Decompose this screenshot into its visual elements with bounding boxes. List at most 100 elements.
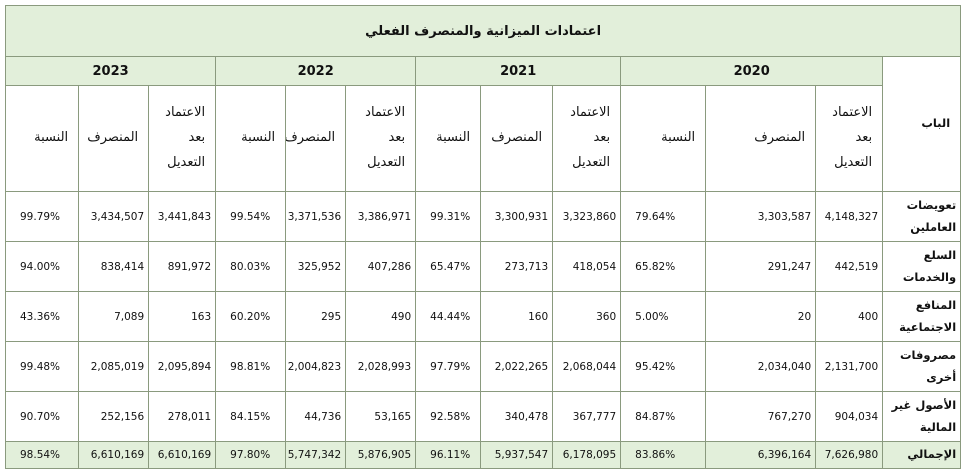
cell: 163: [148, 291, 217, 342]
budget-table: اعتمادات الميزانية والمنصرف الفعلي الباب…: [4, 5, 962, 469]
data-row: الأصول غير المالية 904,034 767,270 84.87% 36…: [4, 391, 962, 442]
cell: 2,068,044: [552, 341, 622, 392]
cell: 97.79%: [415, 341, 482, 392]
cell: 79.64%: [620, 191, 707, 242]
row-label: تعويضات العاملين: [882, 191, 962, 242]
cell: 84.15%: [215, 391, 287, 442]
cell: 5,876,905: [345, 441, 417, 469]
cell: 6,610,169: [78, 441, 150, 469]
cell: 92.58%: [415, 391, 482, 442]
cell: 160: [480, 291, 554, 342]
cell: 295: [285, 291, 347, 342]
cell: 6,396,164: [705, 441, 817, 469]
cell: 43.36%: [4, 291, 80, 342]
cell: 442,519: [815, 241, 884, 292]
year-row: الباب 2020 2021 2022 2023: [4, 56, 962, 192]
year-header: 2022: [215, 56, 417, 86]
total-row: الإجمالي 7,626,980 6,396,164 83.86% 6,178,09…: [4, 441, 962, 469]
column-header: الاعتماد بعد التعديل: [148, 85, 217, 192]
cell: 400: [815, 291, 884, 342]
cell: 44.44%: [415, 291, 482, 342]
cell: 3,386,971: [345, 191, 417, 242]
cell: 44,736: [285, 391, 347, 442]
data-row: المنافع الاجتماعية 400 20 5.00% 360 160 44.44%…: [4, 291, 962, 342]
cell: 5.00%: [620, 291, 707, 342]
cell: 2,095,894: [148, 341, 217, 392]
cell: 84.87%: [620, 391, 707, 442]
cell: 99.79%: [4, 191, 80, 242]
cell: 96.11%: [415, 441, 482, 469]
cell: 83.86%: [620, 441, 707, 469]
column-header: الاعتماد بعد التعديل: [815, 85, 884, 192]
cell: 5,747,342: [285, 441, 347, 469]
column-header: المنصرف: [480, 85, 554, 192]
cell: 2,131,700: [815, 341, 884, 392]
cell: 904,034: [815, 391, 884, 442]
cell: 7,626,980: [815, 441, 884, 469]
row-label: المنافع الاجتماعية: [882, 291, 962, 342]
cell: 418,054: [552, 241, 622, 292]
cell: 7,089: [78, 291, 150, 342]
cell: 98.81%: [215, 341, 287, 392]
row-header: الباب: [882, 56, 962, 192]
cell: 60.20%: [215, 291, 287, 342]
cell: 252,156: [78, 391, 150, 442]
cell: 360: [552, 291, 622, 342]
cell: 891,972: [148, 241, 217, 292]
cell: 80.03%: [215, 241, 287, 292]
year-header: 2020: [620, 56, 884, 86]
column-header: النسبة: [415, 85, 482, 192]
cell: 99.31%: [415, 191, 482, 242]
data-row: مصروفات أخرى 2,131,700 2,034,040 95.42% 2,06…: [4, 341, 962, 392]
year-header: 2023: [4, 56, 217, 86]
table-body: اعتمادات الميزانية والمنصرف الفعلي الباب…: [4, 5, 962, 469]
cell: 2,004,823: [285, 341, 347, 392]
column-header: النسبة: [215, 85, 287, 192]
row-label: الأصول غير المالية: [882, 391, 962, 442]
cell: 90.70%: [4, 391, 80, 442]
row-label: السلع والخدمات: [882, 241, 962, 292]
cell: 94.00%: [4, 241, 80, 292]
cell: 6,178,095: [552, 441, 622, 469]
cell: 767,270: [705, 391, 817, 442]
cell: 5,937,547: [480, 441, 554, 469]
row-label: الإجمالي: [882, 441, 962, 469]
column-header: المنصرف: [78, 85, 150, 192]
cell: 3,441,843: [148, 191, 217, 242]
column-header: الاعتماد بعد التعديل: [345, 85, 417, 192]
column-header: الاعتماد بعد التعديل: [552, 85, 622, 192]
data-row: تعويضات العاملين 4,148,327 3,303,587 79.64%…: [4, 191, 962, 242]
cell: 2,022,265: [480, 341, 554, 392]
cell: 2,034,040: [705, 341, 817, 392]
cell: 6,610,169: [148, 441, 217, 469]
column-header: المنصرف: [705, 85, 817, 192]
cell: 3,303,587: [705, 191, 817, 242]
cell: 4,148,327: [815, 191, 884, 242]
column-header: النسبة: [620, 85, 707, 192]
cell: 490: [345, 291, 417, 342]
cell: 65.82%: [620, 241, 707, 292]
cell: 3,434,507: [78, 191, 150, 242]
cell: 3,300,931: [480, 191, 554, 242]
column-header: النسبة: [4, 85, 80, 192]
cell: 367,777: [552, 391, 622, 442]
cell: 99.54%: [215, 191, 287, 242]
cell: 95.42%: [620, 341, 707, 392]
row-label: مصروفات أخرى: [882, 341, 962, 392]
cell: 97.80%: [215, 441, 287, 469]
year-header: 2021: [415, 56, 622, 86]
data-row: السلع والخدمات 442,519 291,247 65.82% 418,05…: [4, 241, 962, 292]
title-row: اعتمادات الميزانية والمنصرف الفعلي: [4, 5, 962, 57]
subheader-row: الاعتماد بعد التعديل المنصرف النسبة الاعتما…: [4, 85, 961, 192]
cell: 53,165: [345, 391, 417, 442]
cell: 98.54%: [4, 441, 80, 469]
cell: 273,713: [480, 241, 554, 292]
cell: 3,371,536: [285, 191, 347, 242]
cell: 2,085,019: [78, 341, 150, 392]
cell: 65.47%: [415, 241, 482, 292]
cell: 291,247: [705, 241, 817, 292]
cell: 3,323,860: [552, 191, 622, 242]
cell: 278,011: [148, 391, 217, 442]
cell: 2,028,993: [345, 341, 417, 392]
